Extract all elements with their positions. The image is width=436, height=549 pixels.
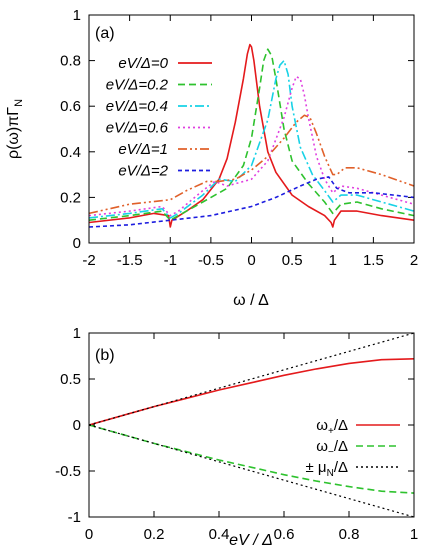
panel-a-label: (a) [95, 25, 115, 42]
panel-b-series-line [88, 424, 415, 518]
panel-b-legend: ω+/Δω−/Δ± μN/Δ [306, 417, 400, 479]
panel-a-ytick-label: 0.4 [60, 144, 81, 161]
panel-a-xtick-label: -0.5 [198, 252, 224, 269]
panel-b-ytick-label: -1 [68, 509, 81, 526]
panel-a-legend: eV/Δ=0 eV/Δ=0.2 eV/Δ=0.4 eV/Δ=0.6 eV/Δ=1 eV/Δ… [106, 55, 212, 180]
panel-a-series-line [88, 75, 415, 217]
panel-b-series-line [88, 358, 415, 426]
panel-a-ytick-label: 0.8 [60, 53, 81, 70]
panel-a-xtick-label: -1 [164, 252, 177, 269]
panel-b-xtick-label: 0 [85, 526, 93, 543]
panel-a-series-line [88, 176, 415, 228]
panel-a: -2 -1.5 -1 -0.5 0 0.5 1 1.5 2 0 0.2 0.4 0.6 0.8 1 [60, 7, 418, 269]
legend-b-entry-label: ± μN/Δ [306, 459, 348, 479]
panel-a-series-line [88, 48, 415, 221]
panel-b-frame [88, 332, 415, 518]
panel-a-ytick-label: 1 [73, 7, 81, 24]
panel-b-ytick-label: 0 [73, 417, 81, 434]
panel-b-xtick-label: 0.4 [209, 526, 230, 543]
panel-a-xtick-label: -2 [82, 252, 95, 269]
legend-a-entry-label: eV/Δ=0.4 [106, 98, 168, 115]
panel-a-xtick-label: 0.5 [282, 252, 303, 269]
panel-b-xtick-label: 1 [410, 526, 418, 543]
panel-a-series-line [88, 59, 415, 219]
panel-b-ytick-label: 1 [73, 325, 81, 342]
legend-a-entry-label: eV/Δ=1 [118, 141, 168, 158]
legend-a-entry-label: eV/Δ=0 [118, 55, 168, 72]
panel-b-ytick-label: -0.5 [55, 463, 81, 480]
panel-b-series-line [88, 332, 415, 426]
legend-b-entry-label: ω+/Δ [316, 417, 348, 437]
panel-a-ytick-label: 0.2 [60, 189, 81, 206]
panel-b-ytick-label: 0.5 [60, 371, 81, 388]
panel-a-series-line [88, 114, 415, 215]
panel-a-xtick-label: -1.5 [117, 252, 143, 269]
panel-b: 0 0.2 0.4 0.6 0.8 1 -1 -0.5 0 0.5 1 [55, 325, 418, 543]
panel-b-label: (b) [95, 347, 115, 364]
panel-a-ytick-label: 0.6 [60, 98, 81, 115]
legend-a-entry-label: eV/Δ=2 [118, 163, 168, 180]
panel-a-frame [88, 14, 415, 244]
legend-a-entry-label: eV/Δ=0.2 [106, 77, 169, 94]
panel-a-xtick-label: 1 [329, 252, 337, 269]
panel-b-xtick-label: 0.6 [274, 526, 295, 543]
panel-b-xtick-label: 0.2 [144, 526, 165, 543]
legend-a-entry-label: eV/Δ=0.6 [106, 120, 169, 137]
panel-a-ytick-label: 0 [73, 235, 81, 252]
panel-a-ylabel: ρ(ω)πΓN [5, 99, 25, 159]
panel-a-series-line [88, 43, 415, 228]
panel-a-xlabel: ω / Δ [233, 292, 269, 309]
panel-b-series-line [88, 424, 415, 494]
panel-b-xlabel: eV / Δ [229, 532, 273, 549]
panel-b-xtick-label: 0.8 [339, 526, 360, 543]
panel-a-xtick-label: 1.5 [363, 252, 384, 269]
panel-a-xtick-label: 2 [410, 252, 418, 269]
legend-b-entry-label: ω−/Δ [316, 438, 348, 458]
panel-a-xtick-label: 0 [247, 252, 255, 269]
